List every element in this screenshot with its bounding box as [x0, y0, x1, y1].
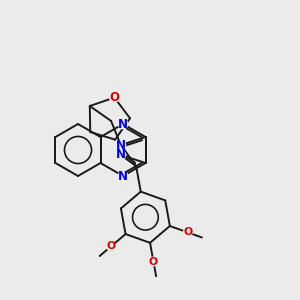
Text: N: N — [116, 148, 126, 161]
Circle shape — [110, 93, 119, 102]
Circle shape — [184, 228, 192, 237]
Text: O: O — [183, 227, 192, 237]
Text: N: N — [118, 118, 128, 130]
Text: N: N — [118, 169, 128, 182]
Text: O: O — [106, 241, 116, 251]
Text: O: O — [110, 91, 119, 104]
Circle shape — [149, 257, 158, 266]
Circle shape — [107, 242, 116, 250]
Text: N: N — [116, 139, 126, 152]
Circle shape — [118, 119, 128, 129]
Circle shape — [116, 150, 125, 160]
Circle shape — [118, 171, 128, 181]
Circle shape — [116, 140, 125, 150]
Text: O: O — [149, 256, 158, 266]
